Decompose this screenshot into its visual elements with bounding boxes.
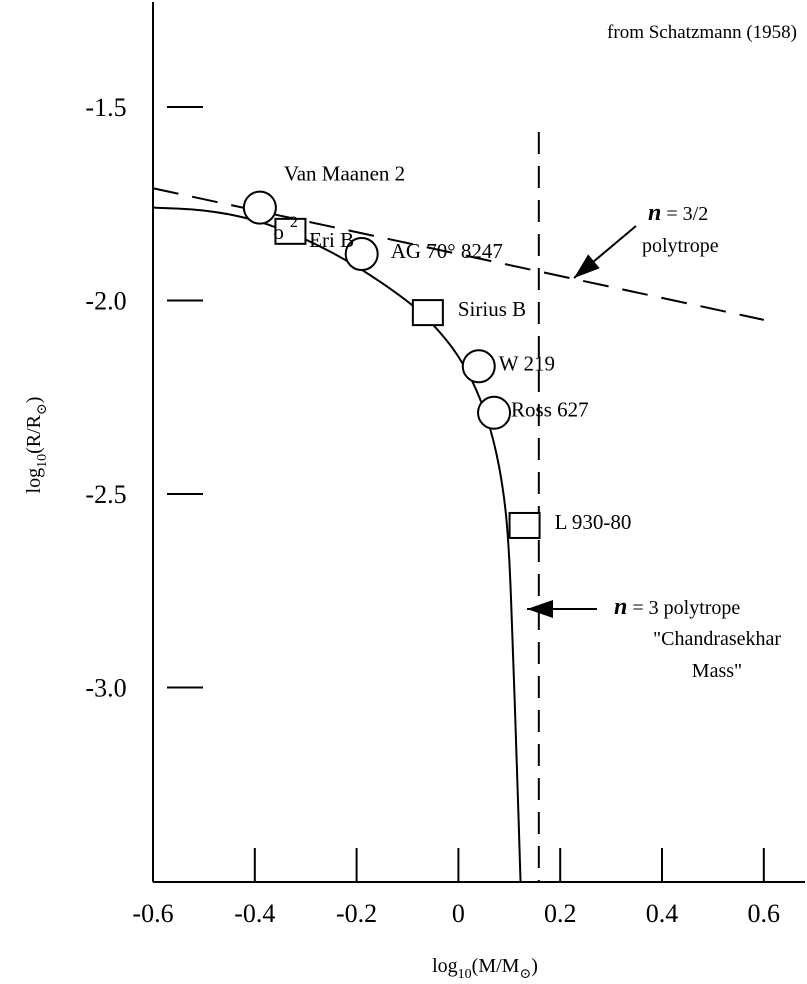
annotations: n = 3/2 polytrope n = 3 polytrope "Chandras… — [527, 200, 781, 682]
y-tick-label: -1.5 — [85, 93, 126, 122]
n32-label: n = 3/2 — [648, 200, 708, 226]
y-tick-label: -2.0 — [85, 287, 126, 316]
ticks: -0.6 -0.4 -0.2 0 0.2 0.4 0.6 -1.5 -2.0 -2.5 -3.0 lo… — [23, 93, 780, 982]
x-tick-label: -0.2 — [336, 899, 377, 928]
star-marker-circle — [344, 237, 379, 272]
x-tick-label: 0.4 — [646, 899, 679, 928]
star-marker-circle — [461, 349, 496, 384]
labels: Van Maanen 2 o 2 Eri B AG 70° 8247 Sirius B W… — [273, 162, 631, 534]
star-label: AG 70° 8247 — [391, 239, 503, 263]
star-marker-circle — [477, 395, 512, 430]
star-label: L 930-80 — [555, 510, 632, 534]
star-marker-square — [274, 217, 307, 245]
n3-label-line2: "Chandrasekhar — [653, 628, 781, 650]
star-label: W 219 — [499, 351, 555, 375]
n32-label-line2: polytrope — [642, 235, 719, 257]
y-tick-label: -3.0 — [85, 674, 126, 703]
n3-arrow-head — [527, 600, 553, 618]
x-tick-label: -0.4 — [234, 899, 275, 928]
star-label: Van Maanen 2 — [284, 162, 405, 186]
x-tick-label: 0.6 — [748, 899, 781, 928]
n3-label: n = 3 polytrope — [614, 594, 740, 620]
n3-label-line3: Mass" — [692, 660, 742, 682]
x-tick-label: -0.6 — [132, 899, 173, 928]
axes: from Schatzmann (1958) — [152, 2, 805, 883]
x-axis-label: log10(M/M⊙) — [432, 955, 538, 982]
y-tick-label: -2.5 — [85, 480, 126, 509]
star-marker-square — [411, 299, 444, 327]
star-marker-circle — [242, 190, 277, 225]
y-axis-label-group: log10(R/R⊙) — [23, 397, 50, 494]
markers — [242, 190, 541, 539]
star-label: Ross 627 — [511, 398, 589, 422]
star-marker-square — [508, 511, 541, 539]
y-axis-label: log10(R/R⊙) — [23, 397, 50, 494]
source-note: from Schatzmann (1958) — [607, 22, 797, 43]
n32-arrow-head — [574, 254, 600, 278]
x-tick-label: 0 — [452, 899, 465, 928]
star-label: Sirius B — [458, 297, 526, 321]
x-tick-label: 0.2 — [544, 899, 577, 928]
